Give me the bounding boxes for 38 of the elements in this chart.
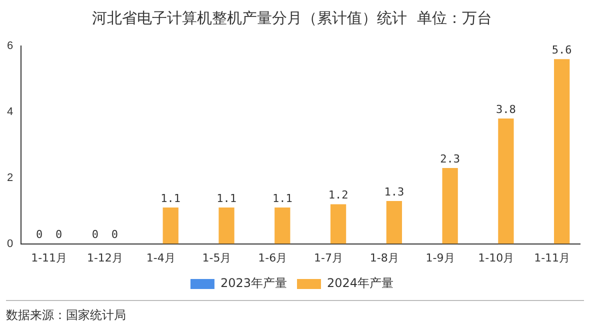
x-tick-label: 1-8月 (370, 251, 399, 264)
bar (554, 59, 570, 244)
data-label: 1.2 (328, 188, 348, 202)
data-label: 5.6 (552, 44, 572, 57)
x-tick-label: 1-11月 (31, 251, 68, 264)
x-tick-label: 1-10月 (478, 251, 514, 264)
data-label: 0 (92, 228, 98, 242)
x-tick-label: 1-12月 (86, 251, 123, 264)
y-tick-label: 4 (6, 106, 14, 118)
y-tick-label: 6 (6, 40, 14, 52)
y-tick-label: 2 (6, 172, 14, 184)
data-label: 0 (111, 228, 118, 242)
data-label: 0 (36, 228, 43, 242)
bar (330, 204, 346, 244)
x-tick-label: 1-4月 (146, 251, 176, 264)
source-note: 数据来源：国家统计局 (6, 308, 126, 322)
data-label: 1.1 (160, 192, 181, 205)
data-label: 0 (56, 228, 62, 242)
x-tick-label: 1-7月 (314, 251, 343, 264)
bar (162, 208, 178, 244)
x-tick-label: 1-9月 (426, 251, 455, 264)
bar (386, 200, 402, 244)
x-tick-label: 1-11月 (534, 251, 570, 264)
x-tick-label: 1-6月 (258, 251, 288, 264)
bar (498, 118, 514, 244)
bar (442, 168, 458, 244)
data-label: 2.3 (440, 152, 460, 166)
data-label: 1.3 (384, 185, 404, 198)
data-label: 1.1 (216, 192, 236, 205)
y-tick-label: 0 (6, 238, 14, 250)
legend-label: 2023年产量 (220, 276, 288, 290)
chart-title: 河北省电子计算机整机产量分月（累计值）统计 单位：万台 (92, 8, 492, 27)
bar (274, 208, 290, 244)
data-label: 3.8 (496, 102, 516, 116)
legend-label: 2024年产量 (327, 276, 394, 290)
data-label: 1.1 (272, 192, 292, 205)
x-tick-label: 1-5月 (202, 251, 232, 264)
bar (218, 208, 234, 244)
